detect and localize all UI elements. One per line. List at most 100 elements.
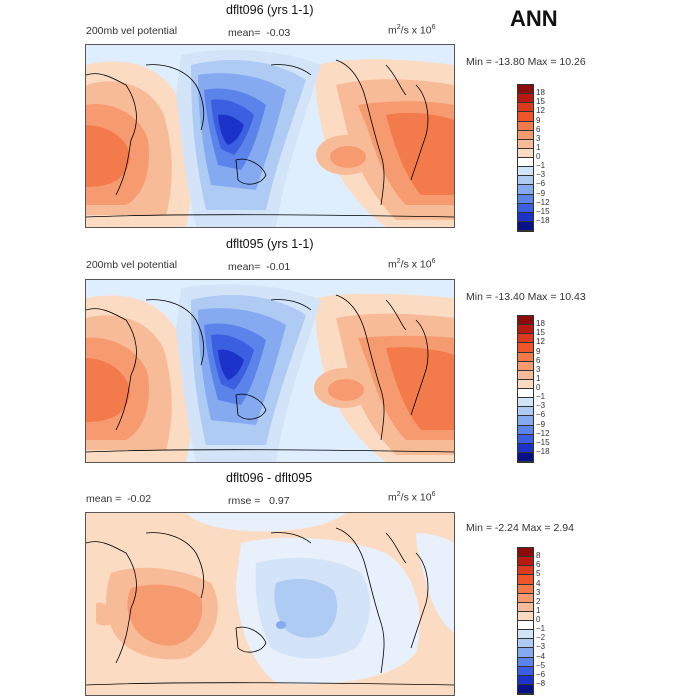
colorbar-tick-label: 12 <box>536 337 545 347</box>
panel-3-units: m2/s x 106 <box>388 491 436 504</box>
colorbar-swatch <box>518 575 533 585</box>
colorbar-tick-label: 8 <box>536 551 541 561</box>
colorbar-tick-label: 3 <box>536 364 541 374</box>
colorbar-tick-label: 0 <box>536 615 541 624</box>
colorbar-swatch <box>518 566 533 576</box>
panel-3-colorbar-ticks: 8 6 5 4 3 2 1 0 −1 −2 −3 −4 −5 −6 −8 <box>536 547 576 693</box>
panel-1-title: dflt096 (yrs 1-1) <box>226 3 314 17</box>
colorbar-swatch <box>518 148 533 158</box>
panel-3-title: dflt096 - dflt095 <box>226 471 313 485</box>
colorbar-swatch <box>518 352 533 362</box>
colorbar-tick-label: −6 <box>536 179 546 189</box>
colorbar-tick-label: 0 <box>536 383 541 392</box>
panel-2-units: m2/s x 106 <box>388 258 436 271</box>
colorbar-swatch <box>518 85 533 95</box>
colorbar-tick-label: −1 <box>536 392 546 402</box>
panel-1-mean: mean= -0.03 <box>228 27 291 39</box>
colorbar-tick-label: 18 <box>536 88 545 98</box>
panel-2-colorbar <box>517 315 534 463</box>
colorbar-swatch <box>518 185 533 195</box>
colorbar-tick-label: 3 <box>536 587 541 597</box>
colorbar-swatch <box>518 443 533 453</box>
panel-2-contour-field <box>86 280 454 462</box>
panel-1-map <box>85 44 455 228</box>
colorbar-tick-label: −9 <box>536 419 546 429</box>
colorbar-swatch <box>518 167 533 177</box>
colorbar-swatch <box>518 158 533 168</box>
colorbar-tick-label: 18 <box>536 319 545 329</box>
colorbar-tick-label: −9 <box>536 188 546 198</box>
colorbar-swatch <box>518 343 533 353</box>
colorbar-swatch <box>518 370 533 380</box>
colorbar-tick-label: 9 <box>536 115 541 125</box>
colorbar-tick-label: −4 <box>536 651 546 661</box>
colorbar-swatch <box>518 112 533 122</box>
panel-3-colorbar <box>517 547 534 695</box>
colorbar-swatch <box>518 648 533 658</box>
panel-1-contour-field <box>86 45 454 227</box>
colorbar-swatch <box>518 203 533 213</box>
panel-1-field-label: 200mb vel potential <box>86 25 178 37</box>
colorbar-swatch <box>518 221 533 231</box>
panel-3-minmax: Min = -2.24 Max = 2.94 <box>466 522 574 534</box>
colorbar-swatch <box>518 139 533 149</box>
panel-2-minmax: Min = -13.40 Max = 10.43 <box>466 291 586 303</box>
colorbar-tick-label: 6 <box>536 560 541 570</box>
colorbar-swatch <box>518 434 533 444</box>
colorbar-swatch <box>518 675 533 685</box>
panel-3-rmse: rmse = 0.97 <box>228 495 290 507</box>
colorbar-tick-label: 15 <box>536 328 545 338</box>
colorbar-tick-label: −12 <box>536 197 550 207</box>
colorbar-tick-label: 6 <box>536 124 541 134</box>
colorbar-tick-label: −15 <box>536 437 550 447</box>
colorbar-tick-label: 5 <box>536 569 541 579</box>
colorbar-swatch <box>518 639 533 649</box>
panel-1-units: m2/s x 106 <box>388 24 436 37</box>
colorbar-swatch <box>518 398 533 408</box>
colorbar-tick-label: −8 <box>536 678 546 688</box>
colorbar-swatch <box>518 548 533 558</box>
colorbar-tick-label: 4 <box>536 578 541 588</box>
colorbar-swatch <box>518 602 533 612</box>
colorbar-swatch <box>518 94 533 104</box>
panel-1-colorbar <box>517 84 534 232</box>
colorbar-tick-label: −12 <box>536 428 550 438</box>
colorbar-tick-label: −3 <box>536 401 546 411</box>
colorbar-swatch <box>518 657 533 667</box>
colorbar-swatch <box>518 452 533 462</box>
colorbar-swatch <box>518 121 533 131</box>
colorbar-tick-label: −6 <box>536 669 546 679</box>
colorbar-tick-label: 9 <box>536 346 541 356</box>
panel-2-field-label: 200mb vel potential <box>86 259 178 271</box>
colorbar-swatch <box>518 630 533 640</box>
colorbar-tick-label: 15 <box>536 97 545 107</box>
colorbar-tick-label: −2 <box>536 633 546 643</box>
colorbar-swatch <box>518 130 533 140</box>
colorbar-tick-label: 2 <box>536 596 541 606</box>
panel-3-contour-field <box>86 513 454 695</box>
colorbar-swatch <box>518 684 533 694</box>
colorbar-swatch <box>518 416 533 426</box>
colorbar-swatch <box>518 212 533 222</box>
colorbar-swatch <box>518 334 533 344</box>
colorbar-swatch <box>518 557 533 567</box>
colorbar-tick-label: −3 <box>536 170 546 180</box>
colorbar-swatch <box>518 584 533 594</box>
colorbar-swatch <box>518 194 533 204</box>
colorbar-tick-label: −1 <box>536 624 546 634</box>
panel-3-map <box>85 512 455 696</box>
colorbar-tick-label: −15 <box>536 206 550 216</box>
colorbar-swatch <box>518 666 533 676</box>
colorbar-swatch <box>518 379 533 389</box>
panel-2-mean: mean= -0.01 <box>228 261 291 273</box>
colorbar-swatch <box>518 621 533 631</box>
colorbar-tick-label: −3 <box>536 642 546 652</box>
colorbar-swatch <box>518 593 533 603</box>
colorbar-swatch <box>518 407 533 417</box>
panel-2-map <box>85 279 455 463</box>
colorbar-tick-label: 6 <box>536 355 541 365</box>
colorbar-swatch <box>518 389 533 399</box>
colorbar-swatch <box>518 325 533 335</box>
colorbar-tick-label: 3 <box>536 133 541 143</box>
panel-1-minmax: Min = -13.80 Max = 10.26 <box>466 56 586 68</box>
